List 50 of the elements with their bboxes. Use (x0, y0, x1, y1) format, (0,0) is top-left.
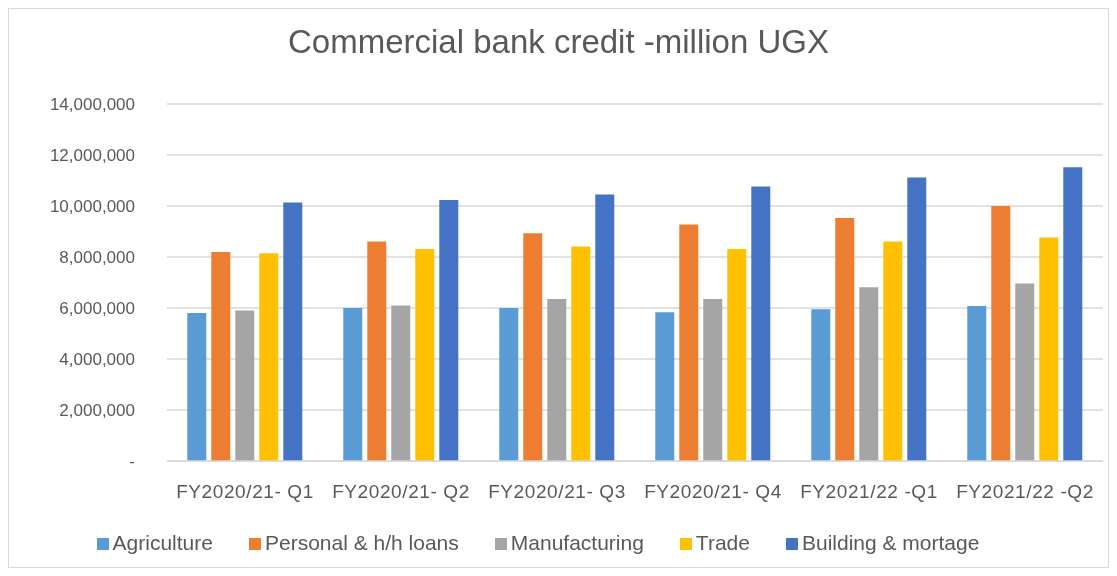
bar (415, 249, 435, 461)
bar (655, 312, 675, 461)
x-tick-label: FY2021/22 -Q2 (956, 481, 1094, 503)
bar (991, 206, 1011, 461)
chart-title: Commercial bank credit -million UGX (287, 22, 830, 62)
bar (391, 305, 411, 461)
bar (439, 199, 459, 461)
bar (835, 217, 855, 461)
y-tick-label: - (129, 452, 135, 472)
legend-label: Trade (695, 531, 750, 554)
bar (1039, 237, 1059, 461)
y-tick-label: 2,000,000 (59, 401, 135, 421)
x-tick-label: FY2020/21- Q4 (644, 481, 782, 503)
bar (751, 186, 771, 461)
bar (859, 287, 879, 461)
x-tick-label: FY2021/22 -Q1 (800, 481, 938, 503)
y-tick-label: 14,000,000 (49, 95, 135, 115)
legend-label: Personal & h/h loans (264, 531, 459, 554)
bar (571, 246, 591, 461)
bar (259, 253, 279, 461)
y-tick-label: 12,000,000 (49, 146, 135, 166)
bar (499, 308, 519, 461)
x-tick-label: FY2020/21- Q1 (176, 481, 314, 503)
bar (1015, 283, 1035, 461)
bar (703, 299, 723, 461)
bar (883, 241, 903, 461)
bar (811, 309, 831, 461)
bar (1063, 167, 1083, 461)
bar (187, 313, 207, 461)
bar (235, 310, 255, 461)
legend-label: Manufacturing (510, 531, 644, 554)
bar (967, 305, 987, 461)
legend-label: Agriculture (112, 531, 213, 554)
bar (547, 299, 567, 461)
y-tick-label: 10,000,000 (49, 197, 135, 217)
bar (523, 233, 543, 461)
bar (679, 224, 699, 461)
y-tick-label: 6,000,000 (59, 299, 135, 319)
legend-label: Building & mortage (801, 531, 980, 554)
bar (283, 202, 303, 461)
bar (343, 308, 363, 461)
y-tick-label: 4,000,000 (59, 350, 135, 370)
x-tick-label: FY2020/21- Q2 (332, 481, 470, 503)
bar (907, 177, 927, 461)
bar (727, 249, 747, 461)
bar (367, 241, 387, 461)
y-tick-label: 8,000,000 (59, 248, 135, 268)
x-tick-label: FY2020/21- Q3 (488, 481, 626, 503)
bar (211, 251, 231, 461)
bar (595, 194, 615, 461)
